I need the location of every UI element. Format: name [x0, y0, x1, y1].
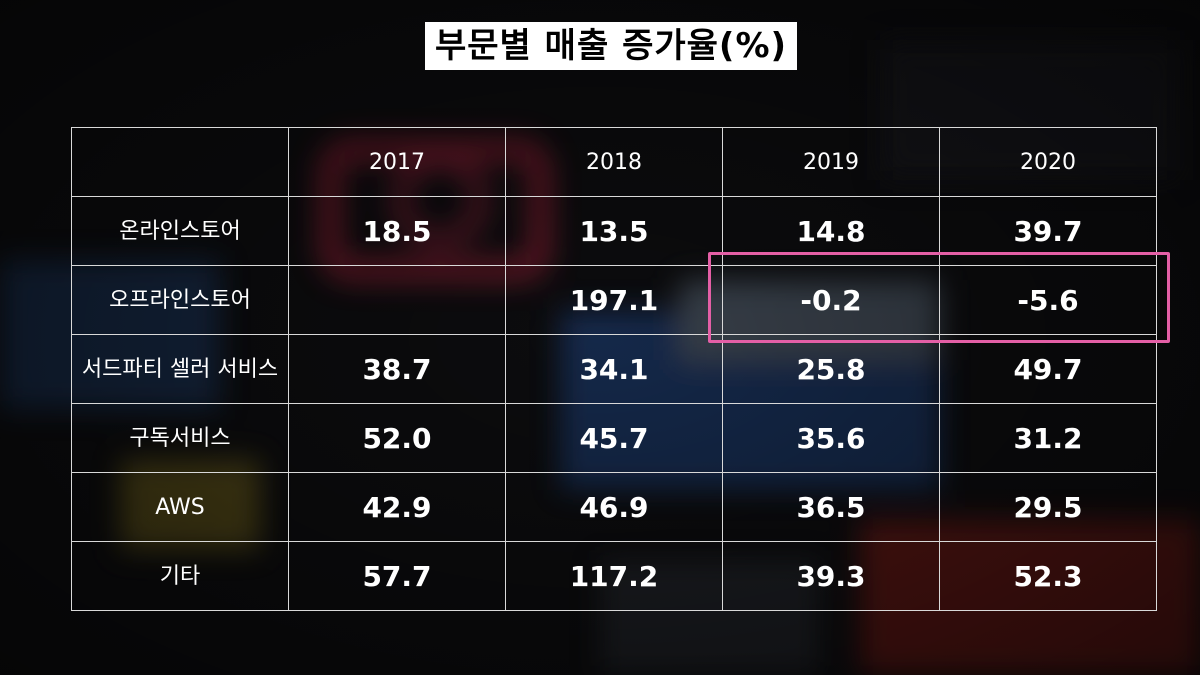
table-row: 온라인스토어 18.5 13.5 14.8 39.7	[71, 196, 1157, 266]
table-row: 오프라인스토어 197.1 -0.2 -5.6	[71, 265, 1157, 335]
value-cell: 38.7	[288, 334, 506, 404]
year-header: 2017	[288, 127, 506, 197]
value-cell: 35.6	[722, 403, 940, 473]
row-label: 서드파티 셀러 서비스	[71, 334, 289, 404]
value-cell: 117.2	[505, 541, 723, 611]
year-header: 2018	[505, 127, 723, 197]
value-cell: 18.5	[288, 196, 506, 266]
growth-rate-table: 2017 2018 2019 2020 온라인스토어 18.5 13.5 14.…	[71, 127, 1157, 611]
header-row: 2017 2018 2019 2020	[71, 127, 1157, 197]
value-cell: 13.5	[505, 196, 723, 266]
row-label: AWS	[71, 472, 289, 542]
table-row: AWS 42.9 46.9 36.5 29.5	[71, 472, 1157, 542]
value-cell: 25.8	[722, 334, 940, 404]
row-label: 오프라인스토어	[71, 265, 289, 335]
page-title: 부문별 매출 증가율(%)	[425, 22, 798, 70]
value-cell: 52.3	[939, 541, 1157, 611]
value-cell: 39.3	[722, 541, 940, 611]
row-label: 구독서비스	[71, 403, 289, 473]
value-cell: 57.7	[288, 541, 506, 611]
table-row: 구독서비스 52.0 45.7 35.6 31.2	[71, 403, 1157, 473]
value-cell: 34.1	[505, 334, 723, 404]
value-cell: 14.8	[722, 196, 940, 266]
year-header: 2019	[722, 127, 940, 197]
value-cell: 39.7	[939, 196, 1157, 266]
value-cell: 42.9	[288, 472, 506, 542]
value-cell: -5.6	[939, 265, 1157, 335]
value-cell: 46.9	[505, 472, 723, 542]
value-cell: 31.2	[939, 403, 1157, 473]
year-header: 2020	[939, 127, 1157, 197]
row-label: 기타	[71, 541, 289, 611]
value-cell: 36.5	[722, 472, 940, 542]
value-cell: 29.5	[939, 472, 1157, 542]
value-cell: 197.1	[505, 265, 723, 335]
value-cell: 45.7	[505, 403, 723, 473]
table-row: 서드파티 셀러 서비스 38.7 34.1 25.8 49.7	[71, 334, 1157, 404]
table-row: 기타 57.7 117.2 39.3 52.3	[71, 541, 1157, 611]
value-cell: 52.0	[288, 403, 506, 473]
value-cell: -0.2	[722, 265, 940, 335]
corner-cell	[71, 127, 289, 197]
value-cell	[288, 265, 506, 335]
value-cell: 49.7	[939, 334, 1157, 404]
row-label: 온라인스토어	[71, 196, 289, 266]
